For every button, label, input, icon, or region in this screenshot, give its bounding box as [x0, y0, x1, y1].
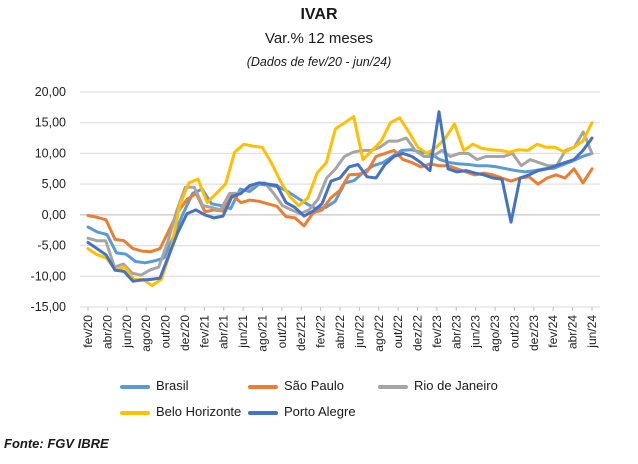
y-tick-label: -5,00 [38, 239, 67, 253]
series-line-porto-alegre [86, 110, 594, 283]
x-tick-label: fev/22 [314, 315, 328, 348]
y-tick-label: 0,00 [42, 208, 66, 222]
y-tick-label: 5,00 [42, 177, 66, 191]
legend-swatch [378, 385, 408, 389]
x-tick-label: out/23 [507, 315, 521, 349]
legend-swatch [248, 411, 278, 415]
y-tick-label: 15,00 [35, 116, 66, 130]
y-tick-label: 20,00 [35, 85, 66, 99]
x-tick-label: abr/23 [449, 315, 463, 349]
x-tick-label: fev/21 [197, 315, 211, 348]
x-tick-label: jun/24 [585, 315, 599, 349]
x-tick-label: abr/22 [333, 315, 347, 349]
y-tick-label: 10,00 [35, 146, 66, 160]
x-tick-label: dez/20 [178, 315, 192, 351]
legend-label: Brasil [156, 378, 189, 393]
x-tick-label: fev/24 [546, 315, 560, 348]
x-tick-label: ago/22 [372, 315, 386, 352]
x-tick-label: out/21 [275, 315, 289, 349]
series-line-rio-de-janeiro [86, 130, 594, 277]
legend-swatch [120, 411, 150, 415]
x-tick-label: abr/21 [217, 315, 231, 349]
legend-swatch [248, 385, 278, 389]
legend-label: Rio de Janeiro [414, 378, 498, 393]
x-tick-label: dez/23 [527, 315, 541, 351]
x-tick-label: ago/23 [488, 315, 502, 352]
chart-note: (Dados de fev/20 - jun/24) [246, 55, 392, 69]
y-tick-label: -10,00 [31, 269, 66, 283]
legend-label: Belo Horizonte [156, 404, 242, 419]
chart-subtitle: Var.% 12 meses [264, 30, 374, 47]
x-tick-label: jun/21 [236, 315, 250, 349]
x-tick-label: ago/21 [255, 315, 269, 352]
x-tick-label: dez/21 [294, 315, 308, 351]
x-tick-label: jun/23 [469, 315, 483, 349]
x-tick-label: ago/20 [139, 315, 153, 352]
x-tick-label: out/20 [159, 315, 173, 349]
source-note: Fonte: FGV IBRE [4, 436, 109, 451]
legend-label: Porto Alegre [284, 404, 356, 419]
y-tick-label: -15,00 [31, 300, 66, 314]
x-tick-label: fev/20 [81, 315, 95, 348]
x-tick-label: abr/24 [566, 315, 580, 349]
x-tick-label: out/22 [391, 315, 405, 349]
legend-swatch [120, 385, 150, 389]
x-tick-label: dez/22 [411, 315, 425, 351]
x-tick-label: fev/23 [430, 315, 444, 348]
chart-title: IVAR [300, 6, 338, 23]
legend-label: São Paulo [284, 378, 344, 393]
x-tick-label: abr/20 [100, 315, 114, 349]
x-tick-label: jun/20 [120, 315, 134, 349]
x-tick-label: jun/22 [352, 315, 366, 349]
